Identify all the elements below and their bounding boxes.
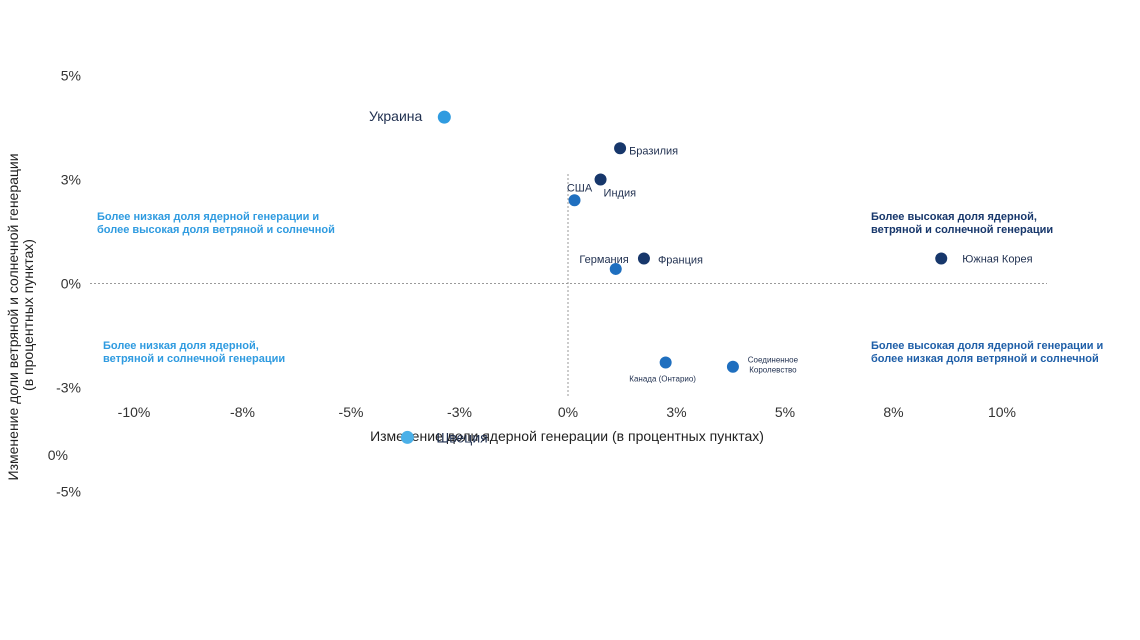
y-tick-label: 0% bbox=[61, 276, 81, 292]
quadrant-label-line: Более высокая доля ядерной, bbox=[871, 211, 1037, 223]
point-label: Канада (Онтарио) bbox=[629, 375, 696, 384]
point-8[interactable] bbox=[659, 356, 672, 369]
point-label: Соединенное Королевство bbox=[748, 356, 799, 375]
x-tick-label: 10% bbox=[988, 404, 1016, 420]
point-5[interactable] bbox=[609, 262, 622, 275]
point-label-line: Соединенное bbox=[748, 356, 799, 365]
point-label: Германия bbox=[579, 254, 628, 266]
point-2[interactable] bbox=[614, 142, 627, 155]
data-points: Украина Швеция Бразилия США Индия Германия Фра… bbox=[369, 108, 1033, 445]
quadrant-label-line: ветряной и солнечной генерации bbox=[871, 224, 1053, 236]
quadrant-label-line: Более низкая доля ядерной генерации и bbox=[97, 211, 319, 223]
y-tick-label: 3% bbox=[61, 172, 81, 188]
quadrant-label-line: ветряной и солнечной генерации bbox=[103, 353, 285, 365]
extra-y-label: 0% bbox=[48, 447, 68, 463]
point-4[interactable] bbox=[594, 173, 607, 186]
y-axis-title: Изменение доли ветряной и солнечной гене… bbox=[5, 150, 36, 481]
quadrant-label-bottom-right: Более высокая доля ядерной генерации и бо… bbox=[871, 340, 1103, 365]
quadrant-label-line: более высокая доля ветряной и солнечной bbox=[97, 224, 335, 236]
x-tick-labels: -10% -8% -5% -3% 0% 3% 5% 8% 10% bbox=[118, 404, 1016, 420]
quadrant-label-top-left: Более низкая доля ядерной генерации и бол… bbox=[97, 211, 335, 236]
quadrant-label-line: Более высокая доля ядерной генерации и bbox=[871, 340, 1103, 352]
point-6[interactable] bbox=[637, 252, 650, 265]
point-7[interactable] bbox=[935, 252, 948, 265]
point-3[interactable] bbox=[568, 194, 581, 207]
quadrant-label-bottom-left: Более низкая доля ядерной, ветряной и сол… bbox=[103, 340, 285, 365]
x-tick-label: 5% bbox=[775, 404, 795, 420]
point-9[interactable] bbox=[726, 360, 739, 373]
point-label-line: Королевство bbox=[749, 366, 797, 375]
point-label: США bbox=[567, 182, 593, 194]
point-label: Индия bbox=[604, 188, 637, 200]
quadrant-label-line: более низкая доля ветряной и солнечной bbox=[871, 353, 1099, 365]
quadrant-label-line: Более низкая доля ядерной, bbox=[103, 340, 259, 352]
y-tick-label: -3% bbox=[56, 380, 81, 396]
x-tick-label: 0% bbox=[558, 404, 578, 420]
x-tick-label: 8% bbox=[883, 404, 903, 420]
point-label: Франция bbox=[658, 255, 703, 267]
point-1[interactable] bbox=[400, 430, 414, 444]
x-tick-label: -8% bbox=[230, 404, 255, 420]
y-axis-title-line-2: (в процентных пунктах) bbox=[20, 239, 36, 391]
point-label: Южная Корея bbox=[962, 254, 1032, 266]
quadrant-label-top-right: Более высокая доля ядерной, ветряной и со… bbox=[871, 211, 1053, 236]
x-tick-label: 3% bbox=[666, 404, 686, 420]
x-tick-label: -5% bbox=[339, 404, 364, 420]
y-tick-label: -5% bbox=[56, 484, 81, 500]
point-label: Бразилия bbox=[629, 145, 678, 157]
y-tick-labels: 5% 3% 0% -3% -5% bbox=[56, 68, 81, 500]
point-label: Швеция bbox=[436, 429, 487, 445]
y-tick-label: 5% bbox=[61, 68, 81, 84]
x-tick-label: -3% bbox=[447, 404, 472, 420]
point-label: Украина bbox=[369, 108, 423, 124]
y-axis-title-line-1: Изменение доли ветряной и солнечной гене… bbox=[5, 153, 21, 480]
x-tick-label: -10% bbox=[118, 404, 151, 420]
x-axis-title: Изменение доли ядерной генерации (в проц… bbox=[370, 428, 764, 444]
quadrant-labels: Более низкая доля ядерной генерации и бол… bbox=[97, 211, 1103, 365]
point-0[interactable] bbox=[437, 110, 451, 124]
